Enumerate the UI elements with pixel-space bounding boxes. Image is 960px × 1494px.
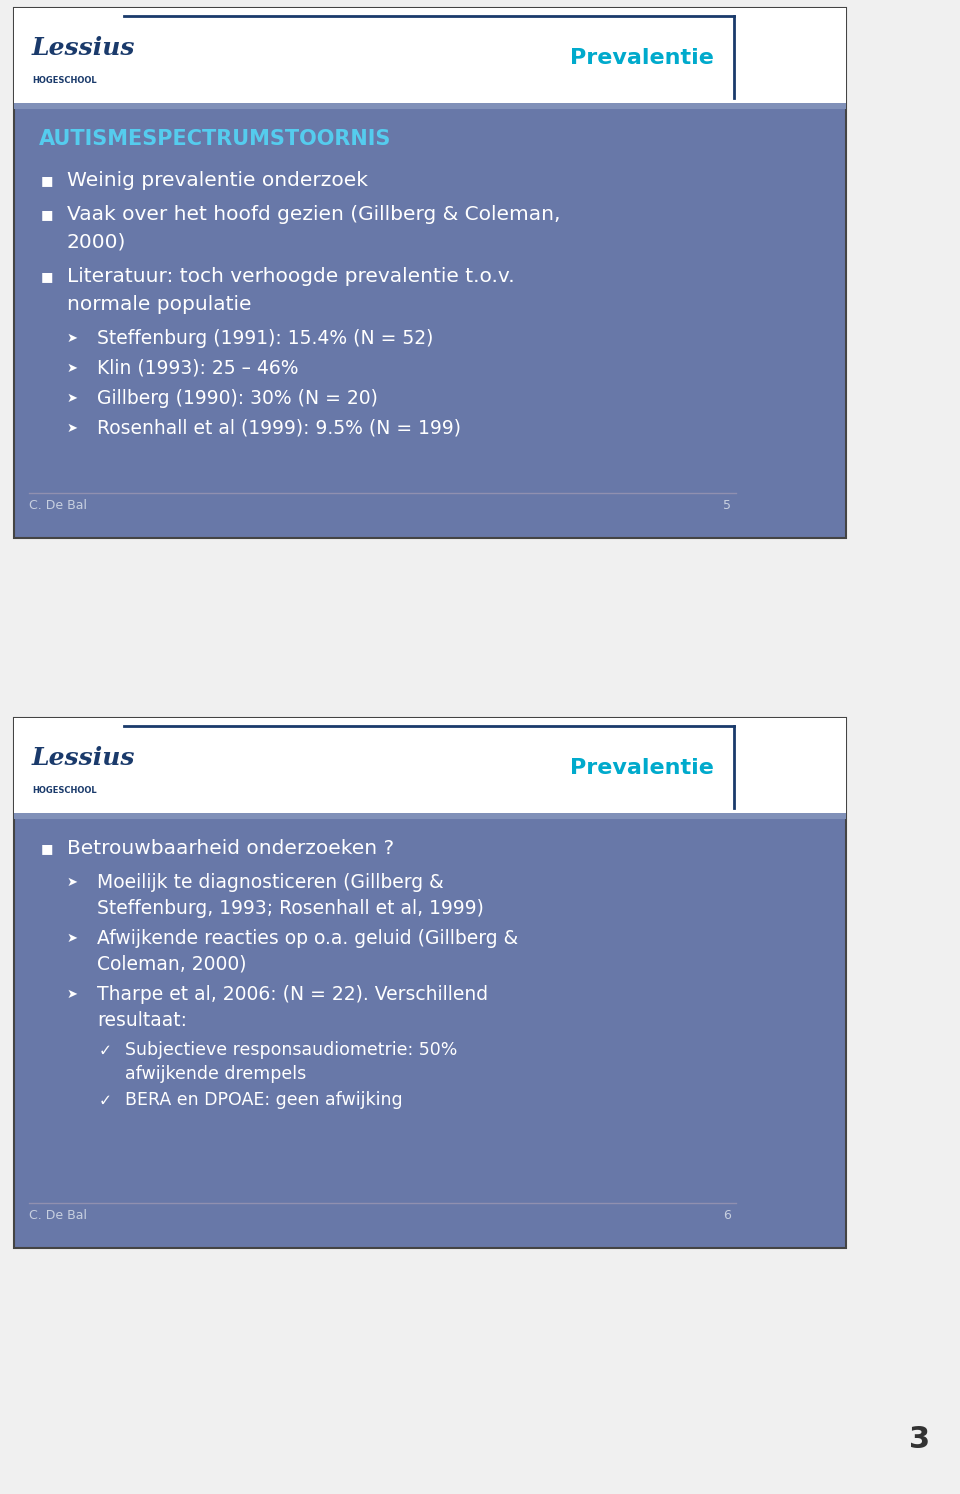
Text: ➤: ➤: [67, 932, 78, 946]
Text: Rosenhall et al (1999): 9.5% (N = 199): Rosenhall et al (1999): 9.5% (N = 199): [97, 418, 461, 438]
Text: normale populatie: normale populatie: [67, 294, 252, 314]
Bar: [14, 719, 846, 813]
Text: Steffenburg, 1993; Rosenhall et al, 1999): Steffenburg, 1993; Rosenhall et al, 1999…: [97, 899, 484, 917]
Text: ➤: ➤: [67, 875, 78, 889]
Text: C. De Bal: C. De Bal: [29, 499, 87, 512]
Text: Weinig prevalentie onderzoek: Weinig prevalentie onderzoek: [67, 170, 368, 190]
Text: ➤: ➤: [67, 988, 78, 1001]
Text: C. De Bal: C. De Bal: [29, 1209, 87, 1222]
Bar: [14, 813, 846, 819]
Text: ✓: ✓: [99, 1044, 112, 1059]
Text: Prevalentie: Prevalentie: [570, 757, 714, 777]
Text: 6: 6: [723, 1209, 731, 1222]
Text: 3: 3: [909, 1425, 930, 1454]
Text: resultaat:: resultaat:: [97, 1011, 187, 1029]
Bar: [14, 103, 846, 109]
Text: Moeilijk te diagnosticeren (Gillberg &: Moeilijk te diagnosticeren (Gillberg &: [97, 872, 444, 892]
Text: HOGESCHOOL: HOGESCHOOL: [32, 76, 97, 85]
Text: ■: ■: [41, 173, 54, 187]
Text: Lessius: Lessius: [32, 36, 135, 60]
Text: 5: 5: [723, 499, 731, 512]
Text: Literatuur: toch verhoogde prevalentie t.o.v.: Literatuur: toch verhoogde prevalentie t…: [67, 267, 515, 285]
Text: Vaak over het hoofd gezien (Gillberg & Coleman,: Vaak over het hoofd gezien (Gillberg & C…: [67, 205, 561, 224]
Text: ➤: ➤: [67, 332, 78, 345]
Text: Prevalentie: Prevalentie: [570, 48, 714, 67]
Text: ➤: ➤: [67, 391, 78, 405]
Text: afwijkende drempels: afwijkende drempels: [125, 1065, 306, 1083]
Text: HOGESCHOOL: HOGESCHOOL: [32, 786, 97, 795]
Text: ✓: ✓: [99, 1094, 112, 1109]
Text: 2000): 2000): [67, 233, 127, 252]
Text: Coleman, 2000): Coleman, 2000): [97, 955, 247, 974]
Text: AUTISMESPECTRUMSTOORNIS: AUTISMESPECTRUMSTOORNIS: [39, 128, 392, 149]
Text: Gillberg (1990): 30% (N = 20): Gillberg (1990): 30% (N = 20): [97, 388, 378, 408]
Text: BERA en DPOAE: geen afwijking: BERA en DPOAE: geen afwijking: [125, 1091, 402, 1109]
Text: Subjectieve responsaudiometrie: 50%: Subjectieve responsaudiometrie: 50%: [125, 1041, 457, 1059]
Text: ➤: ➤: [67, 421, 78, 435]
Text: Betrouwbaarheid onderzoeken ?: Betrouwbaarheid onderzoeken ?: [67, 840, 395, 858]
Text: Afwijkende reacties op o.a. geluid (Gillberg &: Afwijkende reacties op o.a. geluid (Gill…: [97, 929, 518, 949]
Text: ■: ■: [41, 208, 54, 221]
Text: ■: ■: [41, 270, 54, 282]
Text: Lessius: Lessius: [32, 746, 135, 769]
Text: Tharpe et al, 2006: (N = 22). Verschillend: Tharpe et al, 2006: (N = 22). Verschille…: [97, 985, 488, 1004]
Text: ➤: ➤: [67, 362, 78, 375]
Text: Klin (1993): 25 – 46%: Klin (1993): 25 – 46%: [97, 359, 299, 378]
Bar: [14, 7, 846, 103]
Text: Steffenburg (1991): 15.4% (N = 52): Steffenburg (1991): 15.4% (N = 52): [97, 329, 433, 348]
Text: ■: ■: [41, 843, 54, 855]
